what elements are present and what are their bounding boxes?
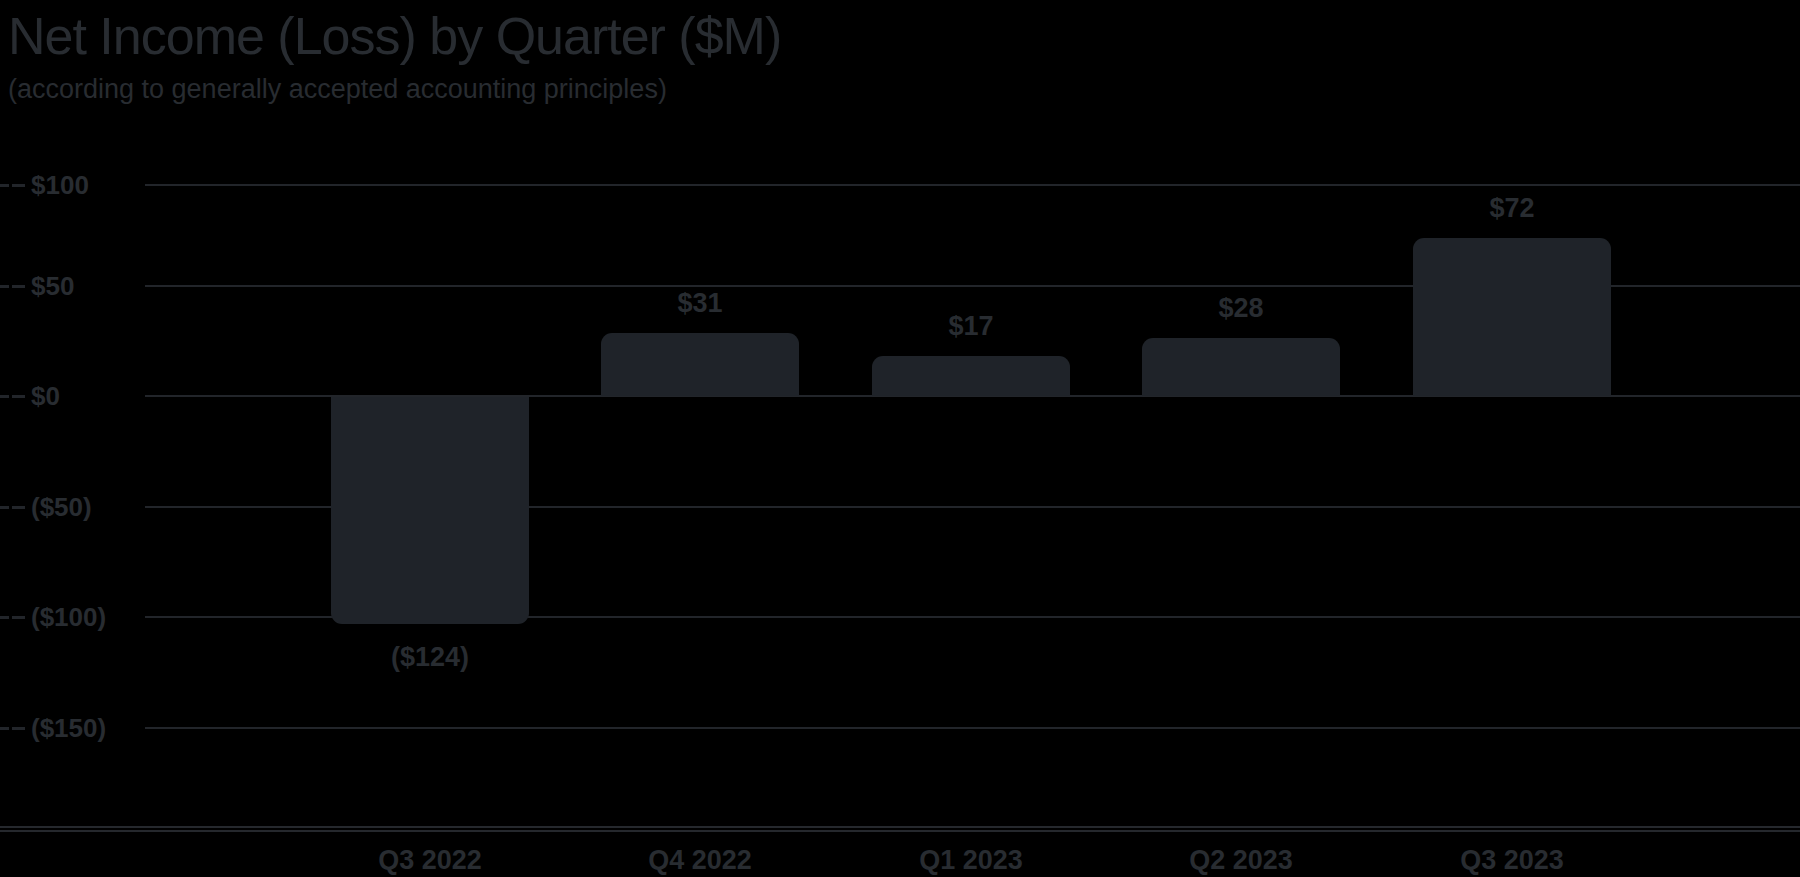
y-tick-dash	[12, 506, 25, 509]
y-axis-label: $0	[31, 381, 60, 411]
y-tick-dash	[0, 184, 9, 187]
bar	[872, 356, 1070, 396]
x-axis-label: Q3 2023	[1377, 843, 1647, 877]
x-axis-line	[0, 830, 1800, 832]
x-axis-label: Q2 2023	[1106, 843, 1376, 877]
x-axis-label: Q1 2023	[836, 843, 1106, 877]
bar-value-label: $31	[561, 286, 839, 320]
y-tick-dash	[0, 506, 9, 509]
y-tick-dash	[12, 285, 25, 288]
gridline	[145, 727, 1800, 729]
x-axis-label: Q3 2022	[295, 843, 565, 877]
x-axis-label: Q4 2022	[565, 843, 835, 877]
y-tick-dash	[12, 395, 25, 398]
gridline	[145, 184, 1800, 186]
y-tick-dash	[12, 727, 25, 730]
plot-area: $100 $50 $0 ($50) ($100) ($150) ($124) Q3 2022 $…	[0, 0, 1800, 877]
x-axis-line	[0, 826, 1800, 828]
bar	[1142, 338, 1340, 396]
bar	[331, 397, 529, 624]
y-axis-label: ($50)	[31, 492, 92, 522]
bar	[601, 333, 799, 396]
y-tick-dash	[0, 395, 9, 398]
bar-value-label: $28	[1102, 291, 1380, 325]
y-axis-label: $50	[31, 271, 74, 301]
y-tick-dash	[0, 727, 9, 730]
y-axis-label: ($100)	[31, 602, 106, 632]
y-axis-label: $100	[31, 170, 89, 200]
bar-value-label: $72	[1373, 191, 1651, 225]
y-tick-dash	[0, 285, 9, 288]
y-tick-dash	[0, 616, 9, 619]
y-tick-dash	[12, 184, 25, 187]
bar-value-label: $17	[832, 309, 1110, 343]
y-tick-dash	[12, 616, 25, 619]
y-axis-label: ($150)	[31, 713, 106, 743]
bar	[1413, 238, 1611, 396]
bar-value-label: ($124)	[291, 640, 569, 674]
net-income-bar-chart: Net Income (Loss) by Quarter ($M) (accor…	[0, 0, 1800, 877]
